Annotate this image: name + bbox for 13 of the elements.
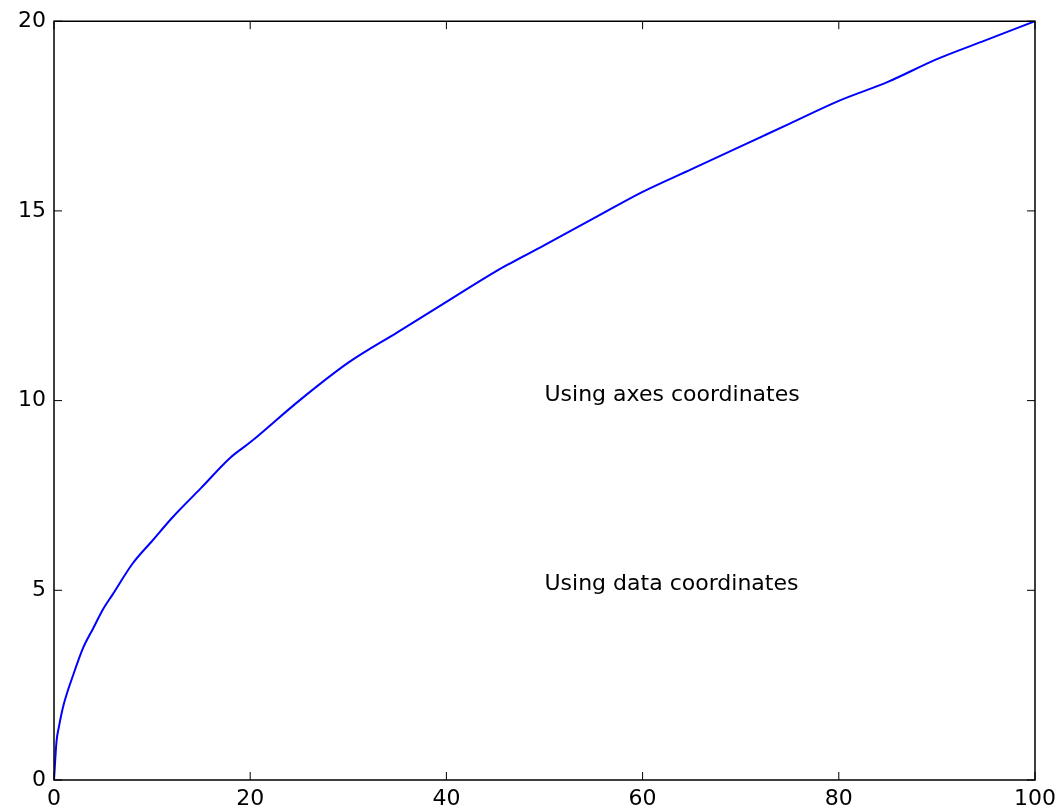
- y-tick-label: 20: [18, 6, 46, 32]
- x-tick-label: 20: [236, 784, 265, 810]
- annotation: Using axes coordinates: [544, 380, 800, 406]
- y-tick-label: 0: [32, 765, 46, 791]
- y-tick-label: 15: [18, 196, 46, 222]
- line-series: [54, 21, 1035, 780]
- annotation: Using data coordinates: [544, 570, 799, 596]
- x-tick-label: 60: [628, 784, 657, 810]
- x-tick-label: 100: [1014, 784, 1056, 810]
- x-tick-label: 40: [432, 784, 461, 810]
- x-tick-label: 80: [824, 784, 853, 810]
- y-tick-label: 5: [32, 576, 46, 602]
- y-tick-label: 10: [18, 386, 46, 412]
